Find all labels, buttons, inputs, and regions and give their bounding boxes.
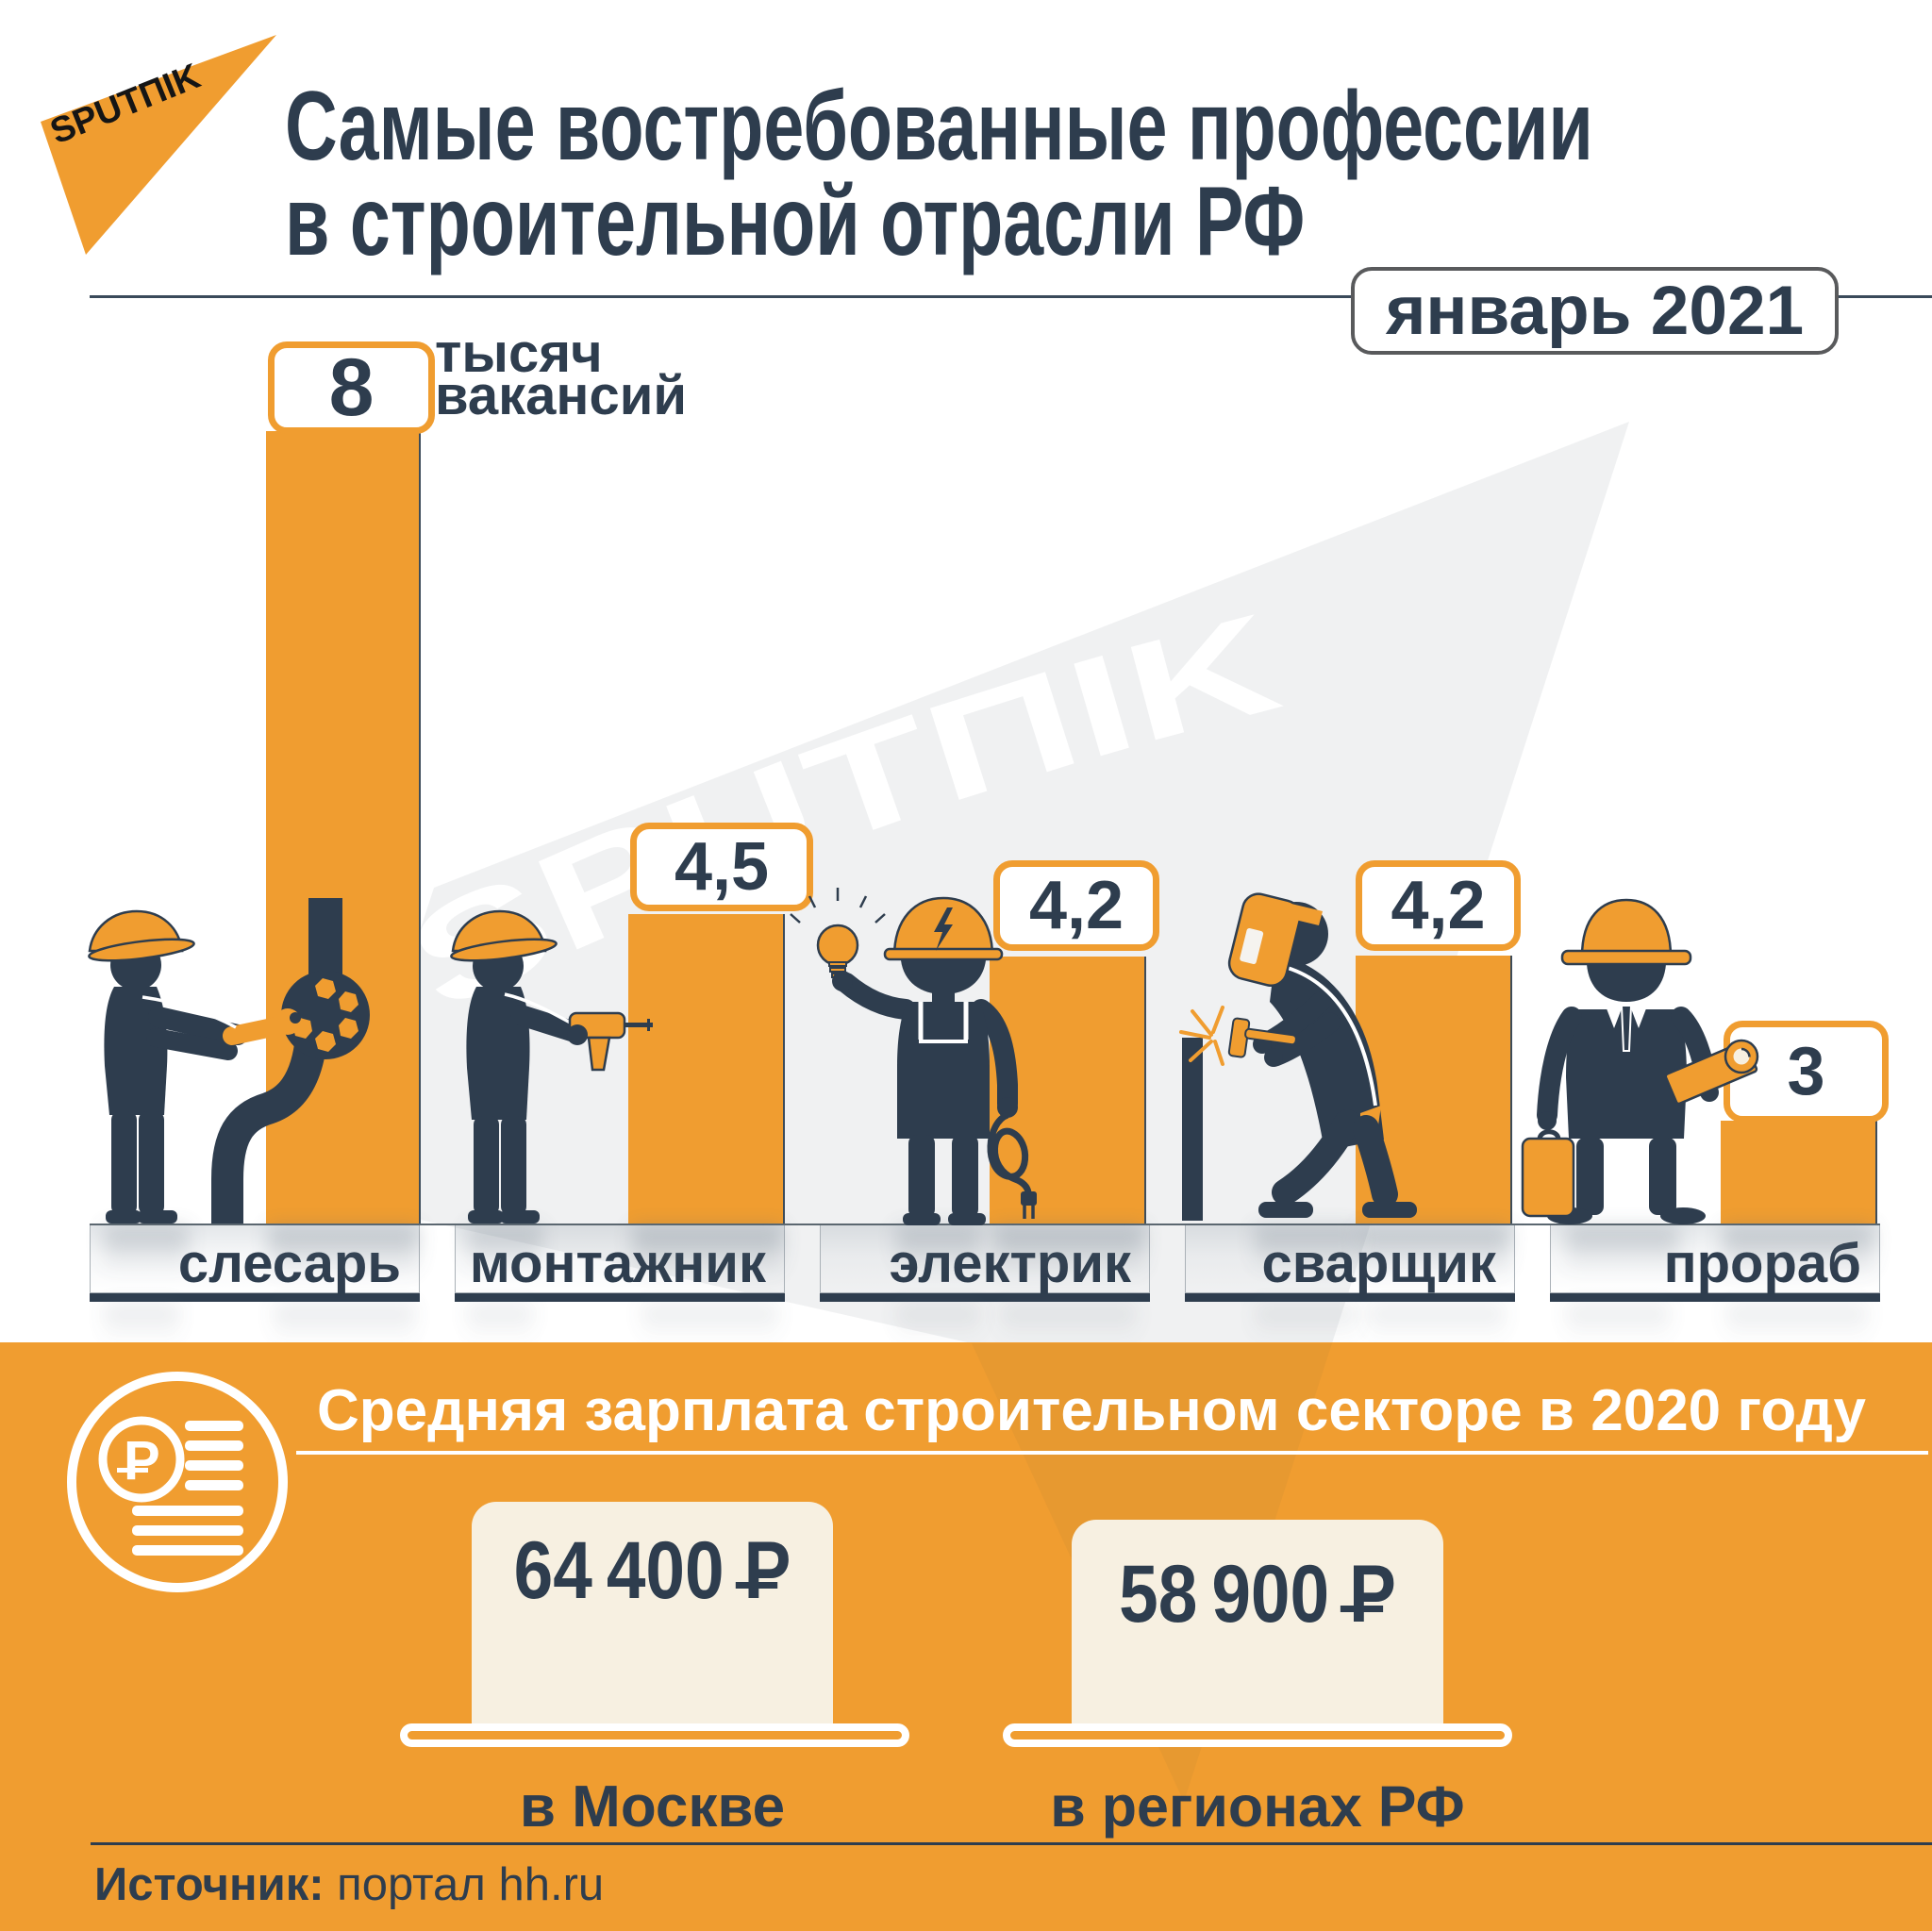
svg-text:Р: Р [124,1430,160,1491]
